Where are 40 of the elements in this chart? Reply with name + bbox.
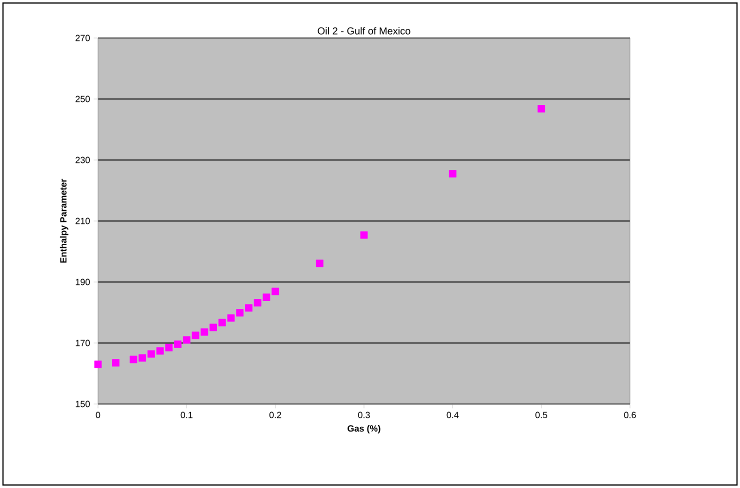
point	[227, 314, 235, 322]
y-tick-label: 170	[76, 340, 90, 346]
point	[148, 350, 155, 358]
x-tick-label: 0.5	[535, 412, 548, 418]
chart-title: Oil 2 - Gulf of Mexico	[318, 27, 410, 34]
point	[448, 170, 456, 178]
point	[272, 288, 280, 296]
x-tick-label: 0.1	[180, 412, 192, 418]
point	[156, 347, 164, 355]
point	[236, 309, 244, 317]
point	[360, 231, 368, 239]
y-tick-label: 210	[76, 218, 90, 224]
point	[210, 324, 217, 332]
x-tick-label: 0.6	[624, 412, 636, 418]
point	[245, 304, 252, 312]
x-tick-label: 0.2	[269, 412, 282, 418]
point	[254, 299, 262, 306]
x-tick-label: 0.4	[446, 412, 459, 418]
point	[538, 105, 546, 112]
point	[262, 294, 270, 301]
y-tick-label: 150	[76, 400, 90, 408]
point	[165, 344, 173, 352]
y-tick-label: 230	[76, 156, 90, 164]
x-axis-title: Gas (%)	[348, 425, 380, 434]
point	[316, 260, 324, 268]
y-tick-label: 270	[76, 34, 90, 42]
point	[130, 356, 138, 364]
point	[192, 332, 200, 340]
point	[138, 354, 146, 362]
y-axis-title: Enthalpy Parameter	[60, 178, 68, 263]
point	[112, 359, 120, 367]
y-tick-label: 250	[76, 96, 90, 102]
point	[182, 336, 190, 344]
point	[218, 318, 226, 326]
x-tick-label: 0.3	[358, 412, 370, 418]
x-tick-label: 0	[96, 412, 100, 418]
point	[200, 328, 208, 336]
point	[174, 340, 182, 348]
point	[94, 360, 102, 368]
y-tick-label: 190	[76, 278, 90, 286]
